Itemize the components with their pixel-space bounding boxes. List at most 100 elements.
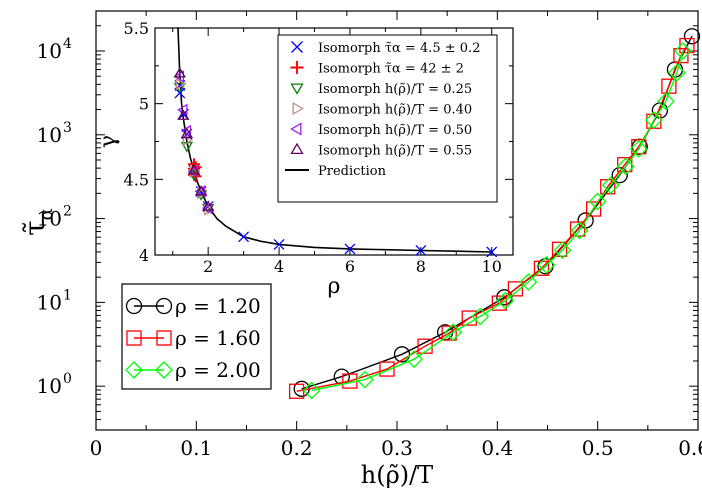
- legend-marker: [155, 297, 173, 315]
- y-tick-label-exponent: 4: [63, 36, 72, 52]
- data-point: [519, 273, 538, 291]
- legend-label: ρ = 2.00: [175, 358, 261, 382]
- y-axis-title: τ̃α: [18, 208, 57, 236]
- main-plot: 00.10.20.30.40.50.6100101102103104h(ρ̃)/…: [18, 10, 702, 489]
- y-tick-label-base: 10: [37, 207, 62, 231]
- inset-y-axis-title: γ: [96, 135, 121, 148]
- legend-marker: [155, 361, 173, 379]
- inset-legend-marker: [291, 41, 303, 53]
- legend-marker: [125, 297, 143, 315]
- legend-entry: ρ = 1.60: [126, 326, 261, 350]
- inset-legend-label: Isomorph τ̃α = 4.5 ± 0.2: [318, 41, 480, 56]
- legend-marker: [156, 330, 172, 346]
- data-point: [444, 323, 463, 342]
- y-tick-label-base: 10: [37, 123, 62, 147]
- inset-data-point: [180, 127, 194, 139]
- data-point: [551, 241, 568, 257]
- inset-data-point: [194, 185, 208, 196]
- legend-marker: [126, 330, 142, 346]
- inset-legend-label: Isomorph h(ρ̃)/T = 0.40: [318, 103, 472, 118]
- inset-data-point: [486, 246, 498, 258]
- data-point: [629, 139, 648, 158]
- data-point: [586, 201, 602, 217]
- x-tick-label: 0.1: [180, 436, 212, 460]
- data-point: [631, 139, 647, 155]
- inset-legend-marker: [290, 83, 304, 95]
- inset-legend-entry: Isomorph h(ρ̃)/T = 0.55: [290, 142, 472, 159]
- y-tick-label-base: 10: [37, 290, 62, 314]
- x-axis-title: h(ρ̃)/T: [361, 461, 433, 489]
- legend-entry: ρ = 1.20: [125, 294, 261, 318]
- data-point: [668, 63, 686, 82]
- data-point: [441, 325, 457, 341]
- inset-legend-label: Isomorph h(ρ̃)/T = 0.50: [318, 123, 472, 138]
- y-tick-label: 10 1: [37, 287, 72, 314]
- x-tick-label: 0: [90, 436, 103, 460]
- x-tick-label: 0.4: [481, 436, 513, 460]
- inset-data-point: [415, 245, 427, 256]
- inset-legend-entry: Isomorph h(ρ̃)/T = 0.25: [290, 82, 472, 97]
- data-point: [496, 289, 513, 306]
- inset-x-tick-label: 6: [345, 257, 355, 276]
- y-tick-label: 10 2: [37, 204, 72, 231]
- inset-x-axis-title: ρ: [328, 274, 341, 299]
- data-point: [355, 370, 374, 389]
- inset-y-tick-label: 4.5: [124, 170, 149, 189]
- inset-legend-marker: [292, 101, 304, 116]
- data-point: [496, 291, 515, 310]
- x-tick-label: 0.2: [281, 436, 313, 460]
- inset-legend-box: [277, 34, 498, 203]
- data-point: [537, 255, 556, 274]
- inset-data-point: [202, 200, 215, 211]
- inset-data-point: [344, 243, 356, 255]
- data-point: [302, 381, 321, 400]
- data-point: [553, 241, 572, 260]
- x-tick-label: 0.5: [582, 436, 614, 460]
- inset-plot: 2 4 6 8 10 4 4.5 5 5.5 ρ γ Isomorph τ̃α = 4.5 ± 0.2…: [96, 19, 514, 299]
- inset-legend-marker: [290, 122, 302, 136]
- inset-x-tick-label: 10: [482, 257, 502, 276]
- data-point: [491, 295, 507, 311]
- series-3: [302, 42, 692, 400]
- inset-legend-entry: Prediction: [285, 164, 387, 179]
- inset-y-tick-label: 5.5: [124, 19, 149, 38]
- data-point: [588, 192, 607, 211]
- inset-series-6: [173, 67, 215, 211]
- inset-data-point: [173, 67, 186, 78]
- y-tick-label: 10 4: [37, 36, 72, 63]
- inset-data-point: [273, 238, 285, 250]
- series-line: [311, 50, 684, 392]
- y-tick-label-exponent: 3: [63, 120, 72, 136]
- inset-legend-label: Isomorph h(ρ̃)/T = 0.25: [318, 82, 472, 97]
- inset-legend-entry: Isomorph h(ρ̃)/T = 0.40: [292, 101, 472, 118]
- data-point: [683, 28, 701, 45]
- inset-legend-marker: [290, 142, 304, 155]
- inset-x-tick-label: 4: [274, 257, 284, 276]
- data-point: [674, 42, 692, 60]
- data-point: [656, 92, 675, 111]
- data-point: [616, 157, 635, 176]
- legend-entry: ρ = 2.00: [125, 358, 261, 382]
- data-point: [570, 221, 589, 240]
- y-tick-label-exponent: 0: [63, 371, 72, 387]
- inset-y-tick-label: 5: [139, 95, 149, 114]
- legend-box: [121, 283, 272, 390]
- inset-legend-entry: Isomorph h(ρ̃)/T = 0.50: [290, 122, 472, 138]
- x-tick-label: 0.6: [678, 436, 702, 460]
- inset-data-point: [187, 163, 201, 175]
- inset-legend-label: Isomorph h(ρ̃)/T = 0.55: [318, 144, 472, 159]
- data-point: [471, 307, 490, 326]
- legend-label: ρ = 1.60: [175, 326, 261, 350]
- data-point: [393, 346, 411, 363]
- data-point: [379, 361, 395, 377]
- inset-legend-entry: Isomorph τ̃α = 42 ± 2: [290, 61, 464, 77]
- y-tick-label: 10 0: [37, 371, 72, 398]
- inset-data-point: [177, 109, 190, 120]
- inset-legend-label: Isomorph τ̃α = 42 ± 2: [318, 62, 464, 77]
- y-tick-label-base: 10: [37, 39, 62, 63]
- x-tick-label: 0.3: [381, 436, 413, 460]
- legend-marker: [125, 361, 143, 379]
- inset-legend: Isomorph τ̃α = 4.5 ± 0.2 Isomorph τ̃α = 4…: [277, 34, 498, 203]
- data-point: [405, 350, 423, 369]
